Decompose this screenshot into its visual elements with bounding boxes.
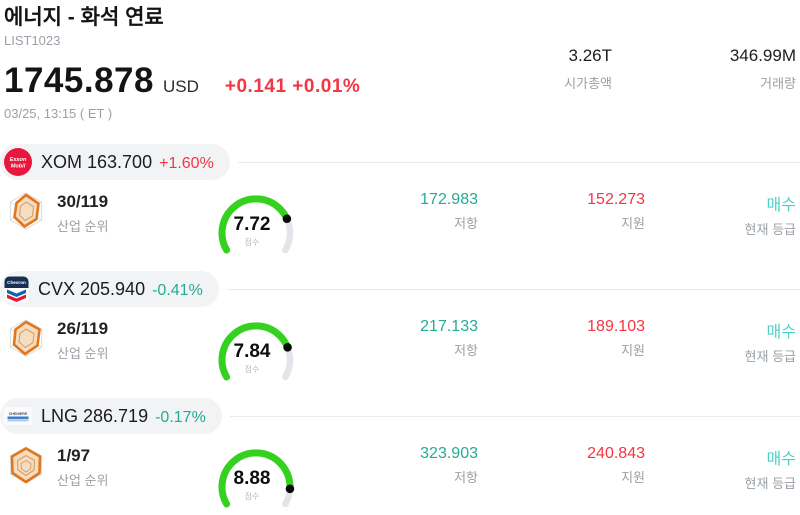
industry-rank-value: 26/119	[57, 319, 109, 339]
smart-score-label: 점수	[244, 492, 260, 502]
index-price: 1745.878	[4, 61, 154, 101]
index-change: +0.141 +0.01%	[224, 76, 361, 98]
industry-rank-label: 산업 순위	[57, 219, 109, 235]
ticker-symbol: CVX	[38, 278, 76, 299]
smart-score-value: 7.72	[233, 214, 271, 236]
volume-label: 거래량	[760, 76, 796, 91]
support-value: 189.103	[587, 318, 645, 336]
svg-text:Chevron: Chevron	[7, 280, 26, 285]
resistance-value: 172.983	[420, 191, 478, 209]
stock-row-lng: CHENIERE LNG 286.719 -0.17%	[0, 398, 800, 515]
list-id: LIST1023	[4, 33, 61, 49]
timestamp: 03/25, 13:15 ( ET )	[4, 106, 113, 122]
rating-value: 매수	[766, 451, 796, 469]
row-divider	[226, 288, 800, 290]
exxon-mobil-logo-icon: Exxon Mobil	[4, 148, 32, 177]
resistance-label: 저항	[454, 343, 478, 359]
market-cap-stat: 3.26T 시가총액	[564, 46, 612, 92]
support-label: 지원	[621, 216, 645, 232]
rating-value: 매수	[766, 324, 796, 342]
currency-label: USD	[162, 77, 199, 97]
ticker-price: 286.719	[83, 405, 149, 426]
resistance-label: 저항	[454, 470, 478, 486]
smart-score-value: 8.88	[233, 468, 271, 490]
resistance-value: 323.903	[420, 445, 478, 463]
svg-text:Exxon: Exxon	[10, 157, 27, 163]
stock-row-xom: Exxon Mobil XOM 163.700 +1.60%	[0, 144, 800, 261]
rating-label: 현재 등급	[744, 222, 796, 238]
support-label: 지원	[621, 343, 645, 359]
market-cap-label: 시가총액	[564, 76, 612, 91]
header: 에너지 - 화석 연료 LIST1023 1745.878 USD +0.141…	[0, 0, 800, 121]
ticker-chip-cvx[interactable]: Chevron CVX 205.940 -0.41%	[0, 271, 219, 308]
rating-label: 현재 등급	[744, 349, 796, 365]
stock-list: Exxon Mobil XOM 163.700 +1.60%	[0, 144, 800, 515]
support-value: 152.273	[587, 191, 645, 209]
volume-stat: 346.99M 거래량	[730, 46, 796, 92]
radar-chart-icon	[6, 443, 46, 492]
chevron-logo-icon: Chevron	[4, 276, 29, 303]
support-label: 지원	[621, 470, 645, 486]
resistance-value: 217.133	[420, 318, 478, 336]
radar-chart-icon	[6, 189, 46, 238]
radar-chart-icon	[6, 316, 46, 365]
market-cap-value: 3.26T	[568, 46, 612, 65]
industry-rank-value: 30/119	[57, 192, 109, 212]
price-row: 1745.878 USD +0.141 +0.01%	[4, 61, 796, 101]
rating-label: 현재 등급	[744, 476, 796, 492]
resistance-label: 저항	[454, 216, 478, 232]
cheniere-logo-icon: CHENIERE	[4, 407, 32, 426]
ticker-price: 163.700	[87, 151, 153, 172]
smart-score-label: 점수	[244, 238, 260, 248]
ticker-chip-xom[interactable]: Exxon Mobil XOM 163.700 +1.60%	[0, 144, 230, 181]
ticker-symbol: LNG	[41, 405, 79, 426]
row-divider	[237, 161, 800, 163]
volume-value: 346.99M	[729, 46, 796, 65]
row-divider	[229, 415, 800, 417]
industry-rank-label: 산업 순위	[57, 473, 109, 489]
page-title: 에너지 - 화석 연료	[4, 6, 164, 29]
ticker-change: -0.41%	[152, 281, 203, 299]
industry-rank-label: 산업 순위	[57, 346, 109, 362]
smart-score-gauge: 7.72 점수	[204, 189, 308, 261]
smart-score-gauge: 8.88 점수	[204, 443, 308, 515]
support-value: 240.843	[587, 445, 645, 463]
ticker-change: -0.17%	[155, 408, 206, 426]
rating-value: 매수	[766, 197, 796, 215]
svg-text:CHENIERE: CHENIERE	[9, 412, 28, 416]
industry-rank-value: 1/97	[57, 446, 91, 466]
ticker-chip-lng[interactable]: CHENIERE LNG 286.719 -0.17%	[0, 398, 222, 435]
stock-row-cvx: Chevron CVX 205.940 -0.41%	[0, 271, 800, 388]
smart-score-gauge: 7.84 점수	[204, 316, 308, 388]
ticker-change: +1.60%	[159, 154, 214, 172]
ticker-symbol: XOM	[41, 151, 83, 172]
ticker-price: 205.940	[80, 278, 146, 299]
smart-score-label: 점수	[244, 365, 260, 375]
svg-text:Mobil: Mobil	[11, 164, 26, 170]
smart-score-value: 7.84	[233, 341, 271, 363]
